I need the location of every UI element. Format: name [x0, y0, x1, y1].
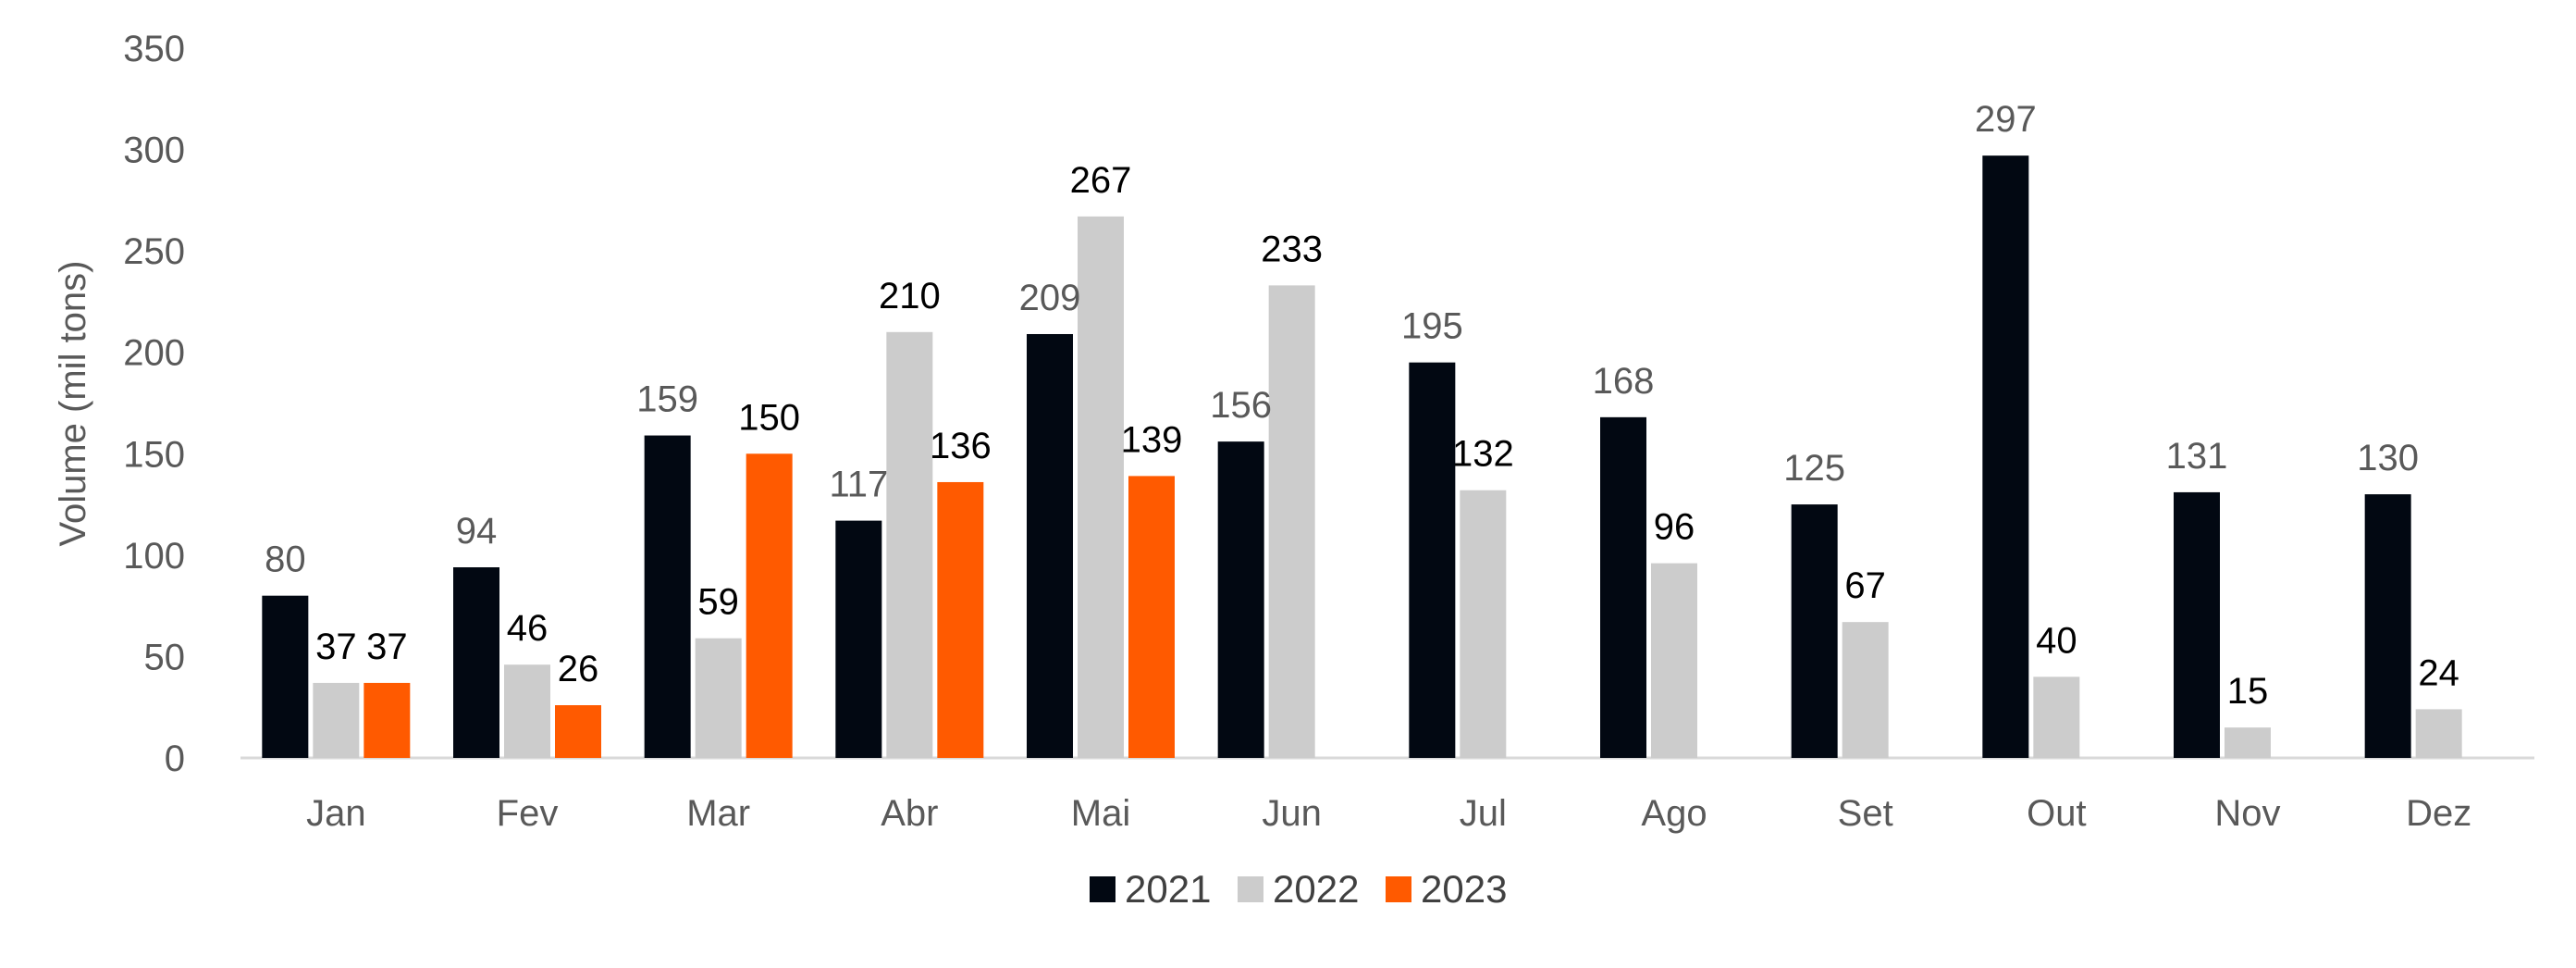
data-label: 156	[1210, 385, 1272, 426]
y-tick-label: 50	[144, 637, 186, 677]
bar-2021-dez	[2364, 494, 2411, 758]
bar-2023-mai	[1128, 476, 1175, 758]
bar-2022-jan	[313, 682, 360, 758]
x-tick-label: Jan	[306, 793, 366, 834]
bar-2021-nov	[2174, 491, 2220, 758]
data-label: 59	[697, 582, 739, 623]
y-axis: 0 50 100 150 200 250 300 350	[123, 29, 185, 779]
bar-2021-jan	[262, 595, 309, 758]
bar-2021-ago	[1600, 416, 1646, 758]
x-tick-label: Abr	[881, 793, 938, 834]
y-axis-title: Volume (mil tons)	[53, 261, 93, 547]
bar-2023-mar	[746, 453, 793, 758]
data-label: 139	[1121, 419, 1183, 460]
data-label: 132	[1452, 434, 1514, 475]
y-tick-label: 250	[123, 231, 185, 272]
x-tick-label: Mar	[686, 793, 750, 834]
bar-2022-dez	[2415, 709, 2462, 758]
data-label: 168	[1593, 361, 1655, 402]
y-tick-label: 300	[123, 130, 185, 171]
bar-2022-ago	[1651, 563, 1697, 758]
bar-2023-jan	[364, 682, 411, 758]
bar-2021-out	[1982, 155, 2029, 758]
bar-2021-abr	[835, 520, 882, 758]
x-tick-label: Mai	[1071, 793, 1130, 834]
x-axis: Jan Fev Mar Abr Mai Jun Jul Ago Set Out Nov Dez	[240, 756, 2534, 834]
y-tick-label: 350	[123, 29, 185, 69]
data-label: 67	[1844, 565, 1886, 606]
data-label: 130	[2357, 438, 2419, 478]
x-tick-label: Ago	[1641, 793, 1707, 834]
y-tick-label: 150	[123, 434, 185, 475]
y-tick-label: 200	[123, 333, 185, 374]
x-tick-label: Fev	[497, 793, 559, 834]
data-label: 96	[1654, 507, 1695, 548]
bar-2021-jun	[1217, 441, 1264, 758]
bar-2022-abr	[886, 331, 933, 758]
data-label: 37	[366, 627, 408, 667]
data-label: 37	[315, 627, 357, 667]
data-label: 125	[1783, 448, 1845, 489]
bar-2021-mar	[644, 435, 691, 758]
bar-2021-fev	[453, 567, 499, 758]
bar-2023-fev	[555, 705, 601, 758]
bar-2022-nov	[2225, 727, 2271, 758]
legend: 2021 2022 2023	[1090, 867, 1507, 911]
data-label: 26	[558, 649, 599, 689]
data-label: 159	[636, 379, 698, 420]
bar-2022-fev	[504, 664, 550, 758]
data-label: 136	[930, 426, 992, 466]
bar-2022-jun	[1268, 285, 1315, 758]
data-label: 80	[265, 540, 306, 580]
legend-label-2022: 2022	[1273, 867, 1359, 911]
data-label: 209	[1019, 278, 1081, 318]
data-label: 267	[1070, 160, 1132, 201]
bar-2023-abr	[937, 481, 984, 758]
legend-label-2023: 2023	[1421, 867, 1507, 911]
y-tick-label: 0	[165, 738, 185, 779]
bar-2021-mai	[1027, 333, 1073, 758]
data-label: 117	[829, 465, 888, 505]
bar-2022-out	[2033, 676, 2080, 758]
bar-2022-mar	[695, 638, 742, 758]
x-tick-label: Jul	[1460, 793, 1507, 834]
bars	[262, 155, 2462, 759]
data-label: 195	[1401, 306, 1463, 347]
bar-2022-set	[1842, 622, 1889, 758]
legend-swatch-2023	[1386, 876, 1411, 902]
data-label: 131	[2166, 436, 2228, 477]
bar-2022-jul	[1460, 490, 1507, 758]
x-tick-label: Set	[1838, 793, 1893, 834]
data-label: 46	[507, 608, 548, 649]
data-label: 210	[879, 276, 941, 316]
data-label: 150	[738, 397, 800, 438]
legend-swatch-2022	[1238, 876, 1263, 902]
y-tick-label: 100	[123, 536, 185, 577]
x-tick-label: Out	[2027, 793, 2086, 834]
data-label: 297	[1975, 99, 2037, 140]
bar-2022-mai	[1078, 216, 1124, 759]
data-label: 94	[456, 511, 498, 552]
x-tick-label: Jun	[1262, 793, 1322, 834]
data-label: 24	[2418, 652, 2459, 693]
legend-label-2021: 2021	[1125, 867, 1211, 911]
x-tick-label: Dez	[2406, 793, 2471, 834]
data-label: 233	[1261, 229, 1323, 269]
legend-swatch-2021	[1090, 876, 1115, 902]
data-label: 15	[2227, 671, 2269, 712]
bar-2021-jul	[1409, 362, 1456, 758]
bar-2021-set	[1791, 504, 1838, 758]
data-label: 40	[2036, 620, 2077, 661]
x-tick-label: Nov	[2214, 793, 2280, 834]
